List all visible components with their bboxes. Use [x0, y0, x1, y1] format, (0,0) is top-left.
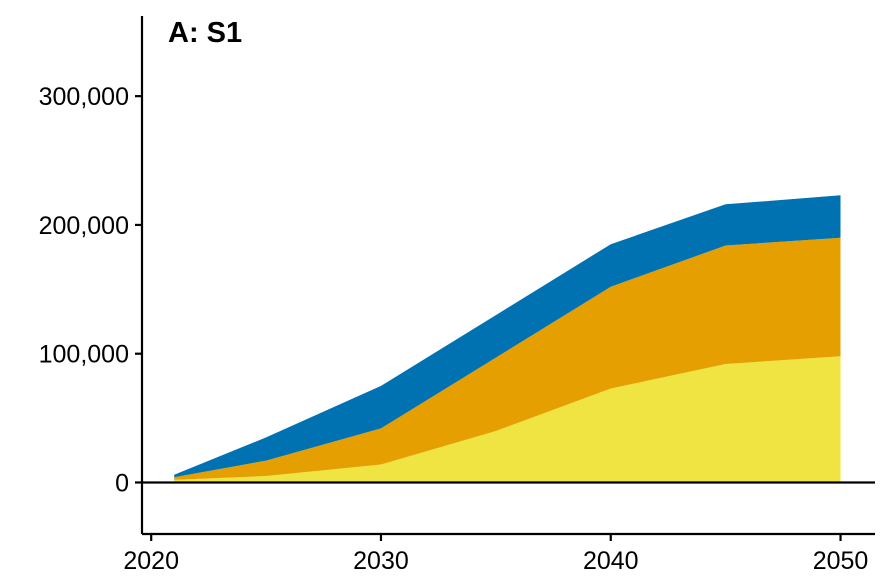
x-tick-label: 2050	[813, 547, 869, 575]
x-tick-label: 2040	[583, 547, 639, 575]
y-tick-label: 0	[115, 469, 129, 497]
area-series-group	[174, 195, 841, 483]
area-series-2	[174, 237, 841, 480]
x-tick-label: 2020	[123, 547, 179, 575]
area-series-1	[174, 356, 841, 483]
y-axis-ticks: 0 100,000 200,000 300,000	[39, 83, 142, 497]
y-tick-label: 100,000	[39, 341, 129, 369]
area-series-3	[174, 195, 841, 478]
x-axis-ticks: 2020 2030 2040 2050	[123, 534, 868, 575]
x-tick-label: 2030	[353, 547, 409, 575]
y-tick-label: 200,000	[39, 212, 129, 240]
y-tick-label: 300,000	[39, 83, 129, 111]
chart-title: A: S1	[168, 17, 242, 49]
